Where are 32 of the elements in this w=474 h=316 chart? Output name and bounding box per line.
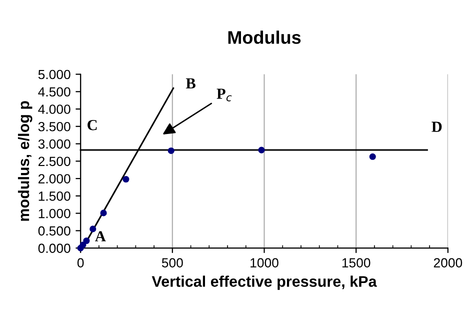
point [122,176,130,183]
x-tick-label: 1000 [250,258,278,268]
y-tick-label: 5.000 [38,70,70,80]
point [168,147,174,154]
point [369,153,376,160]
y-tick-label: 0.500 [38,226,70,236]
y-tick-label: 1.500 [38,191,70,201]
point [258,146,265,154]
y-tick-label: 3.500 [38,122,70,132]
point [80,242,86,248]
x-tick-label: 500 [162,258,183,268]
annotation: A [95,231,106,242]
point [90,226,96,232]
annotation: P$_{c}$ [216,88,232,102]
annotation: D [432,122,442,132]
point [100,210,107,216]
x-tick-label: 1500 [342,258,370,268]
y-tick-label: 3.000 [38,139,70,149]
y-tick-label: 2.500 [38,156,70,166]
x-axis-title: Vertical effective pressure, kPa [152,276,377,290]
annotation: C [88,120,97,130]
y-tick-label: 4.500 [38,87,70,97]
y-tick-label: 2.000 [38,174,70,184]
y-axis-title: modulus, e/log p [18,101,32,221]
y-tick-label: 1.000 [38,208,70,218]
chart-title: Modulus [228,30,301,44]
annotation: B [186,78,196,88]
x-tick-label: 0 [77,258,84,268]
point [83,237,90,244]
x-tick-label: 2000 [434,258,462,268]
y-tick-label: 4.000 [38,104,70,114]
y-tick-label: 0.000 [38,244,70,253]
